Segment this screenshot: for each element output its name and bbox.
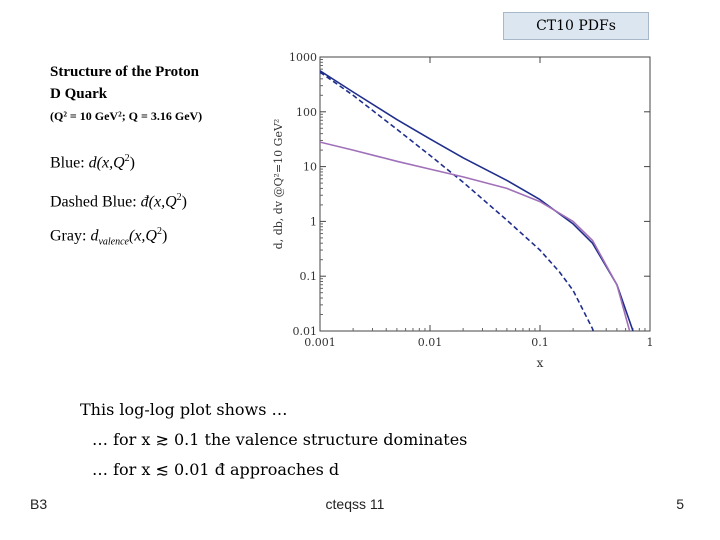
legend-dashed: Dashed Blue: đ(x,Q2) <box>50 192 187 211</box>
series-line-d <box>320 70 634 331</box>
legend-gray-sub: valence <box>98 236 129 248</box>
plot-frame <box>319 56 651 332</box>
series-line-dbar <box>320 71 595 331</box>
title-badge: CT10 PDFs <box>503 12 649 40</box>
x-tick-label: 0.001 <box>304 336 336 349</box>
legend-gray-math2: (x,Q <box>128 227 157 245</box>
x-tick-label: 1 <box>647 336 654 349</box>
legend-blue-label: Blue: <box>50 154 85 172</box>
y-tick-label: 0.1 <box>300 270 318 283</box>
y-axis-label: d, db, dv @Q²=10 GeV² <box>272 119 285 250</box>
legend-gray-math: d <box>90 227 99 245</box>
footer-left: B3 <box>30 496 48 512</box>
legend-dashed-math: đ(x,Q <box>140 193 177 211</box>
heading-structure: Structure of the Proton <box>50 64 200 80</box>
series-line-dvalence <box>320 141 631 331</box>
legend-gray-label: Gray: <box>50 227 87 245</box>
legend-dashed-label: Dashed Blue: <box>50 193 137 211</box>
heading-scale: (Q² = 10 GeV²; Q = 3.16 GeV) <box>50 109 203 123</box>
legend-blue-close: ) <box>129 154 135 172</box>
legend-gray: Gray: dvalence(x,Q2) <box>50 226 167 248</box>
x-tick-label: 0.01 <box>418 336 443 349</box>
note-approach: … for x ≲ 0.01 đ approaches d <box>92 460 340 479</box>
y-tick-label: 1 <box>310 215 317 228</box>
page-number: 5 <box>676 496 684 512</box>
legend-dashed-close: ) <box>181 193 187 211</box>
note-intro: This log-log plot shows … <box>80 400 288 419</box>
legend-dashed-sup: 2 <box>176 192 182 203</box>
y-tick-label: 0.01 <box>293 325 318 338</box>
heading-quark: D Quark <box>50 86 108 102</box>
y-tick-label: 100 <box>296 106 317 119</box>
legend-gray-close: ) <box>161 227 168 245</box>
note-valence: … for x ≳ 0.1 the valence structure domi… <box>92 430 468 449</box>
legend-blue-sup: 2 <box>124 153 130 164</box>
x-axis-label: x <box>537 356 544 370</box>
footer-center: cteqss 11 <box>325 496 385 512</box>
x-tick-label: 0.1 <box>531 336 549 349</box>
y-tick-label: 10 <box>303 161 317 174</box>
y-tick-label: 1000 <box>289 51 317 64</box>
legend-gray-sup: 2 <box>156 226 162 237</box>
legend-blue-math: d(x,Q <box>88 154 125 172</box>
legend-blue: Blue: d(x,Q2) <box>50 153 135 172</box>
